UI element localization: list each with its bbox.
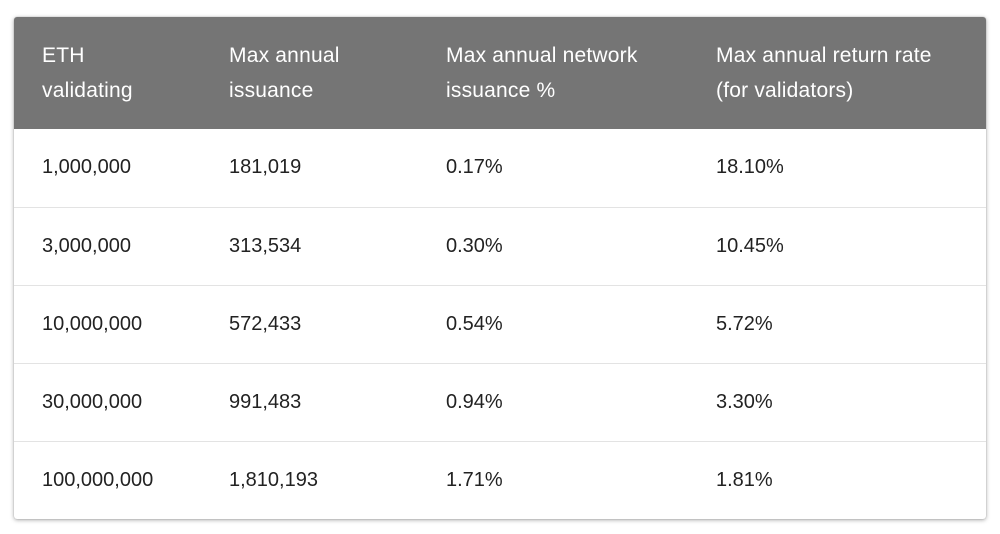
table-row: 1,000,000 181,019 0.17% 18.10% <box>14 129 986 207</box>
table-row: 100,000,000 1,810,193 1.71% 1.81% <box>14 441 986 519</box>
cell-return-rate: 18.10% <box>716 156 784 179</box>
cell-network-issuance-pct: 0.54% <box>446 312 503 335</box>
cell-eth-validating: 100,000,000 <box>42 468 154 491</box>
cell-max-annual-issuance: 181,019 <box>229 156 302 179</box>
cell-network-issuance-pct: 0.17% <box>446 156 503 179</box>
cell-network-issuance-pct: 1.71% <box>446 468 503 491</box>
header-row: ETH validating Max annual issuance Max a… <box>14 17 986 129</box>
cell-return-rate: 3.30% <box>716 390 773 413</box>
table-row: 3,000,000 313,534 0.30% 10.45% <box>14 207 986 285</box>
cell-max-annual-issuance: 313,534 <box>229 234 302 257</box>
table-row: 30,000,000 991,483 0.94% 3.30% <box>14 363 986 441</box>
cell-return-rate: 1.81% <box>716 468 773 491</box>
issuance-table: ETH validating Max annual issuance Max a… <box>14 17 986 519</box>
cell-eth-validating: 30,000,000 <box>42 390 143 413</box>
issuance-table-card: ETH validating Max annual issuance Max a… <box>14 17 986 519</box>
cell-return-rate: 10.45% <box>716 234 784 257</box>
cell-network-issuance-pct: 0.94% <box>446 390 503 413</box>
table-header: ETH validating Max annual issuance Max a… <box>14 17 986 129</box>
table-row: 10,000,000 572,433 0.54% 5.72% <box>14 285 986 363</box>
cell-return-rate: 5.72% <box>716 312 773 335</box>
cell-eth-validating: 3,000,000 <box>42 234 131 257</box>
cell-max-annual-issuance: 1,810,193 <box>229 468 318 491</box>
cell-eth-validating: 1,000,000 <box>42 156 131 179</box>
header-eth-validating: ETH validating <box>42 44 133 102</box>
header-max-annual-network-issuance-pct: Max annual network issuance % <box>446 44 638 102</box>
cell-max-annual-issuance: 572,433 <box>229 312 302 335</box>
cell-network-issuance-pct: 0.30% <box>446 234 503 257</box>
header-max-annual-issuance: Max annual issuance <box>229 44 340 102</box>
cell-eth-validating: 10,000,000 <box>42 312 143 335</box>
table-body: 1,000,000 181,019 0.17% 18.10% 3,000,000… <box>14 129 986 519</box>
header-max-annual-return-rate: Max annual return rate (for validators) <box>716 44 932 102</box>
cell-max-annual-issuance: 991,483 <box>229 390 302 413</box>
